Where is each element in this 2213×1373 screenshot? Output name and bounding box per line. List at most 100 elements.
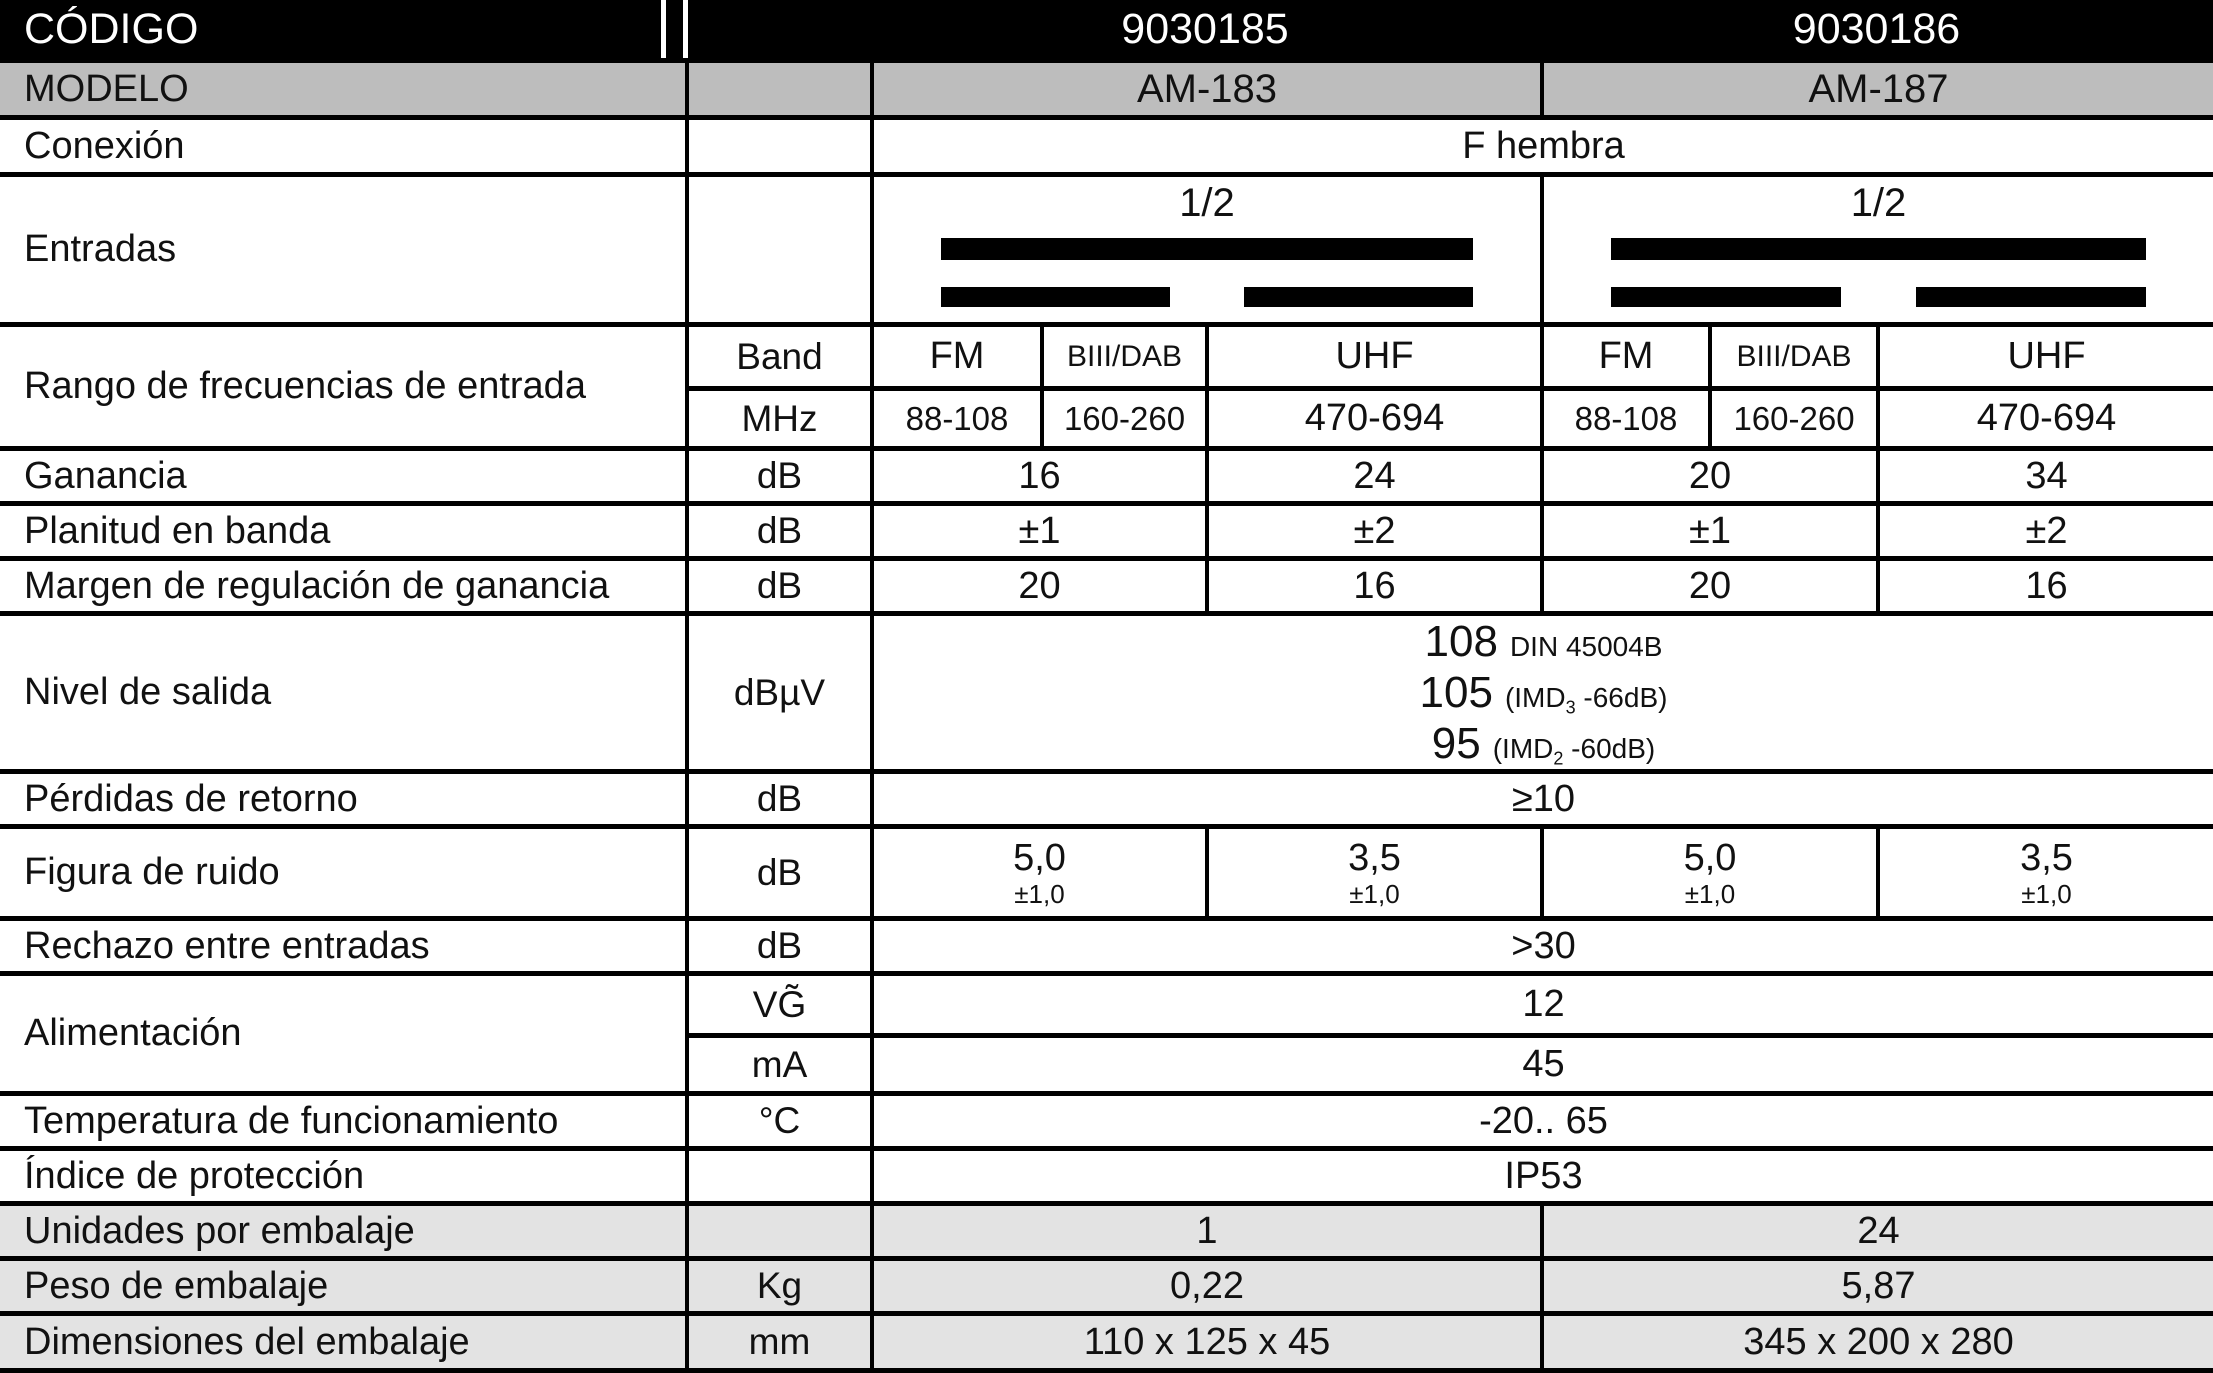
input-band-bar-split — [1610, 287, 2147, 307]
figura-value-4: 3,5 ±1,0 — [1876, 829, 2213, 916]
entradas-label: Entradas — [24, 228, 177, 270]
row-modelo: MODELO AM-183 AM-187 — [0, 58, 2213, 115]
range-biii-dab-2: 160-260 — [1708, 386, 1876, 446]
ganancia-value-1: 16 — [870, 451, 1205, 501]
rango-label: Rango de frecuencias de entrada — [24, 365, 586, 407]
figura-value-1: 5,0 ±1,0 — [870, 829, 1205, 916]
entradas-unit-spacer — [685, 177, 870, 322]
row-rechazo: Rechazo entre entradas dB >30 — [0, 916, 2213, 971]
nivel-line-1-number: 108 — [1424, 617, 1498, 666]
model-cell-1: AM-183 — [870, 63, 1540, 115]
header-divider-line-1 — [661, 0, 666, 58]
band-biii-dab-2: BIII/DAB — [1708, 327, 1876, 386]
row-nivel-salida: Nivel de salida dBµV 108 DIN 45004B 105 … — [0, 611, 2213, 769]
alimentacion-unit-v: VG̃ — [685, 976, 870, 1033]
mhz-unit: MHz — [685, 386, 870, 446]
nivel-value: 108 DIN 45004B 105 (IMD3 -66dB) 95 (IMD2… — [870, 616, 2213, 769]
model-cell-2: AM-187 — [1540, 63, 2213, 115]
margen-value-3: 20 — [1540, 561, 1876, 611]
unidades-label: Unidades por embalaje — [24, 1209, 415, 1252]
row-ganancia: Ganancia dB 16 24 20 34 — [0, 446, 2213, 501]
modelo-label: MODELO — [24, 67, 189, 110]
margen-unit: dB — [685, 561, 870, 611]
figura-main-2: 3,5 — [1348, 836, 1401, 879]
dimensiones-label: Dimensiones del embalaje — [24, 1320, 470, 1363]
row-figura-ruido: Figura de ruido dB 5,0 ±1,0 3,5 ±1,0 5,0… — [0, 824, 2213, 916]
alimentacion-unit-ma: mA — [685, 1033, 870, 1091]
ganancia-value-3: 20 — [1540, 451, 1876, 501]
input-band-bar-full — [1610, 238, 2147, 260]
input-band-diagram-1 — [940, 238, 1474, 307]
unidades-value-1: 1 — [870, 1206, 1540, 1256]
row-temperatura: Temperatura de funcionamiento °C -20.. 6… — [0, 1091, 2213, 1146]
peso-value-1: 0,22 — [870, 1261, 1540, 1311]
row-perdidas: Pérdidas de retorno dB ≥10 — [0, 769, 2213, 824]
band-fm-2: FM — [1540, 327, 1708, 386]
dimensiones-value-2: 345 x 200 x 280 — [1540, 1316, 2213, 1368]
nivel-line-2-number: 105 — [1419, 668, 1493, 717]
input-band-bar-left — [1610, 287, 1842, 307]
row-rango-frecuencias: Rango de frecuencias de entrada Band FM … — [0, 322, 2213, 446]
band-uhf-1: UHF — [1205, 327, 1540, 386]
conexion-label: Conexión — [24, 124, 185, 167]
range-biii-dab-1: 160-260 — [1040, 386, 1205, 446]
figura-tol-3: ±1,0 — [1684, 878, 1736, 909]
margen-value-2: 16 — [1205, 561, 1540, 611]
header-divider-line-2 — [683, 0, 688, 58]
row-codigo: CÓDIGO 9030185 9030186 — [0, 0, 2213, 58]
perdidas-value: ≥10 — [870, 774, 2213, 824]
row-indice: Índice de protección IP53 — [0, 1146, 2213, 1201]
planitud-value-4: ±2 — [1876, 506, 2213, 556]
figura-tol-1: ±1,0 — [1014, 878, 1065, 909]
input-band-bar-right — [1915, 287, 2147, 307]
margen-label: Margen de regulación de ganancia — [24, 564, 610, 607]
row-margen: Margen de regulación de ganancia dB 20 1… — [0, 556, 2213, 611]
codigo-unit-spacer — [685, 0, 870, 58]
nivel-label: Nivel de salida — [24, 671, 272, 713]
margen-value-4: 16 — [1876, 561, 2213, 611]
entradas-cell-2: 1/2 — [1540, 177, 2213, 322]
range-fm-1: 88-108 — [870, 386, 1040, 446]
band-fm-1: FM — [870, 327, 1040, 386]
rechazo-label: Rechazo entre entradas — [24, 924, 430, 967]
rechazo-unit: dB — [685, 921, 870, 971]
dimensiones-value-1: 110 x 125 x 45 — [870, 1316, 1540, 1368]
indice-value: IP53 — [870, 1151, 2213, 1201]
row-planitud: Planitud en banda dB ±1 ±2 ±1 ±2 — [0, 501, 2213, 556]
temperatura-unit: °C — [685, 1096, 870, 1146]
range-uhf-2: 470-694 — [1876, 386, 2213, 446]
row-dimensiones: Dimensiones del embalaje mm 110 x 125 x … — [0, 1311, 2213, 1373]
ganancia-label: Ganancia — [24, 454, 187, 497]
figura-label: Figura de ruido — [24, 851, 280, 893]
ganancia-value-2: 24 — [1205, 451, 1540, 501]
row-alimentacion: Alimentación VG̃ 12 mA 45 — [0, 971, 2213, 1091]
nivel-line-1: 108 DIN 45004B — [1425, 616, 1663, 667]
input-band-diagram-2 — [1610, 238, 2147, 307]
band-biii-dab-1: BIII/DAB — [1040, 327, 1205, 386]
band-uhf-2: UHF — [1876, 327, 2213, 386]
range-uhf-1: 470-694 — [1205, 386, 1540, 446]
input-band-bar-full — [940, 238, 1474, 260]
planitud-unit: dB — [685, 506, 870, 556]
indice-label: Índice de protección — [24, 1154, 365, 1197]
figura-tol-2: ±1,0 — [1349, 878, 1400, 909]
unidades-value-2: 24 — [1540, 1206, 2213, 1256]
perdidas-unit: dB — [685, 774, 870, 824]
nivel-line-1-note: DIN 45004B — [1509, 631, 1663, 662]
nivel-line-3: 95 (IMD2 -60dB) — [1432, 718, 1655, 769]
rechazo-value: >30 — [870, 921, 2213, 971]
alimentacion-label: Alimentación — [24, 1012, 242, 1054]
dimensiones-unit: mm — [685, 1316, 870, 1368]
nivel-line-3-note: (IMD2 -60dB) — [1492, 733, 1656, 769]
figura-tol-4: ±1,0 — [2021, 878, 2072, 909]
entradas-cell-1: 1/2 — [870, 177, 1540, 322]
row-conexion: Conexión F hembra — [0, 115, 2213, 172]
conexion-unit-spacer — [685, 120, 870, 172]
alimentacion-value-ma: 45 — [870, 1033, 2213, 1091]
figura-unit: dB — [685, 829, 870, 916]
codigo-label: CÓDIGO — [24, 4, 199, 53]
planitud-value-1: ±1 — [870, 506, 1205, 556]
figura-main-4: 3,5 — [2020, 836, 2073, 879]
modelo-unit-spacer — [685, 63, 870, 115]
figura-value-3: 5,0 ±1,0 — [1540, 829, 1876, 916]
